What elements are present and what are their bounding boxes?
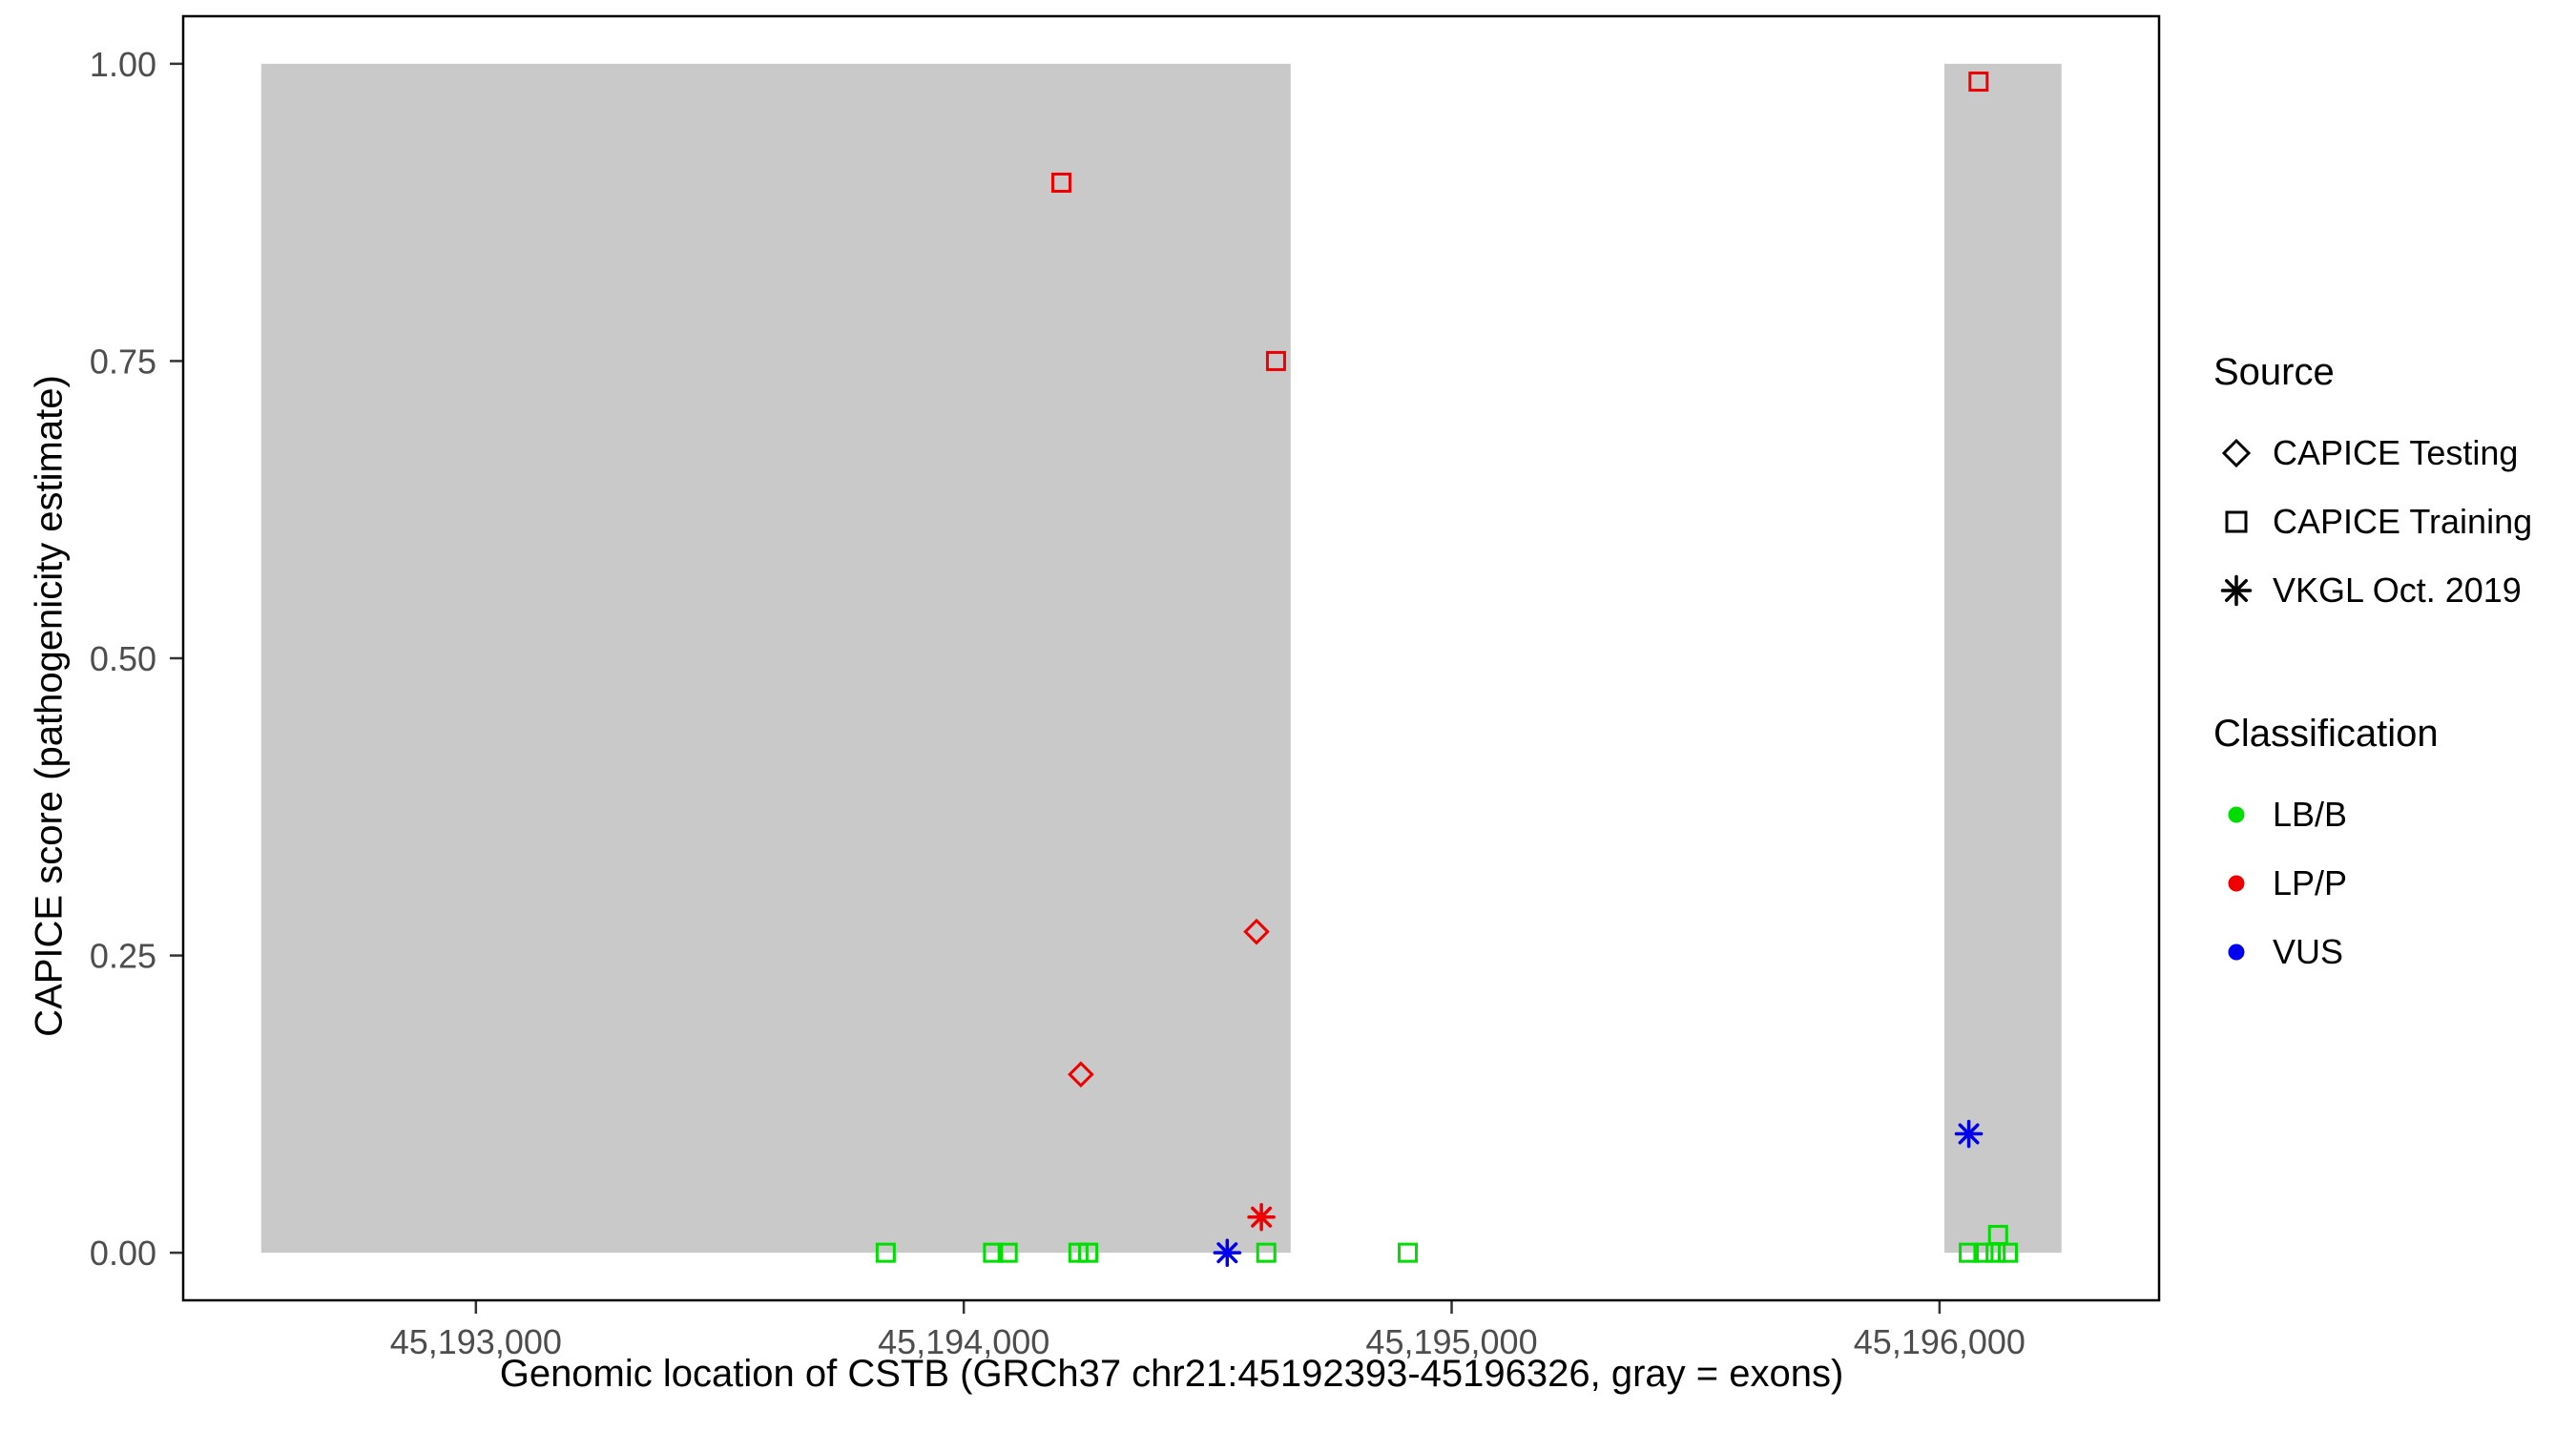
data-point — [997, 1242, 1018, 1263]
circle-icon — [2228, 944, 2245, 961]
exon-regions — [260, 63, 2062, 1254]
data-point — [1954, 1119, 1984, 1149]
data-point — [1050, 172, 1071, 193]
legend-group-classification: Classification LB/B LP/P VUS — [2213, 713, 2532, 986]
asterisk-icon — [2220, 574, 2253, 607]
circle-icon — [2228, 806, 2245, 823]
legend-label: VKGL Oct. 2019 — [2273, 570, 2522, 610]
data-point — [1968, 72, 1989, 93]
data-point — [983, 1242, 1004, 1263]
y-axis: 0.00 0.25 0.50 0.75 1.00 — [90, 45, 183, 1273]
y-tick-label: 0.50 — [90, 639, 156, 678]
y-tick-label: 0.75 — [90, 342, 156, 381]
x-tick-label: 45,196,000 — [1854, 1322, 2025, 1361]
x-tick-label: 45,193,000 — [390, 1322, 562, 1361]
legend-title-source: Source — [2213, 351, 2335, 393]
legend-title-classification: Classification — [2213, 713, 2439, 755]
legend-item-lb-b: LB/B — [2213, 780, 2532, 849]
square-open-icon — [2225, 510, 2248, 533]
legend-label: VUS — [2273, 932, 2344, 971]
data-points — [875, 72, 2018, 1267]
data-point — [1243, 918, 1270, 945]
data-point — [1959, 1242, 1980, 1263]
legend-label: CAPICE Training — [2273, 502, 2533, 541]
legend-item-vus: VUS — [2213, 918, 2532, 986]
data-point — [1068, 1061, 1094, 1089]
exon-region — [1944, 63, 2062, 1254]
y-tick-label: 0.00 — [90, 1234, 156, 1273]
data-point — [1265, 350, 1286, 371]
data-point — [875, 1242, 896, 1263]
diamond-open-icon — [2221, 438, 2252, 468]
legend-group-source: Source CAPICE Testing CAPICE Training VKGL… — [2213, 351, 2532, 625]
x-axis-title: Genomic location of CSTB (GRCh37 chr21:4… — [499, 1353, 1844, 1395]
data-point — [1398, 1242, 1419, 1263]
data-point — [1973, 1242, 1994, 1263]
y-tick-label: 1.00 — [90, 45, 156, 84]
data-point — [1247, 1202, 1276, 1232]
legend-label: LP/P — [2273, 863, 2348, 902]
legend-label: CAPICE Testing — [2273, 433, 2519, 472]
data-point — [1078, 1242, 1099, 1263]
data-point — [1987, 1224, 2008, 1245]
legend-source-items: CAPICE Testing CAPICE Training VKGL Oct. 2… — [2213, 419, 2532, 625]
y-tick-label: 0.25 — [90, 937, 156, 976]
data-point — [1213, 1238, 1242, 1267]
circle-icon — [2228, 875, 2245, 892]
x-axis: 45,193,000 45,194,000 45,195,000 45,196,000 — [390, 1300, 2025, 1361]
legend: Source CAPICE Testing CAPICE Training VKGL… — [2213, 351, 2532, 986]
x-tick-label: 45,194,000 — [878, 1322, 1049, 1361]
legend-label: LB/B — [2273, 795, 2348, 834]
exon-region — [260, 63, 1291, 1254]
x-tick-label: 45,195,000 — [1365, 1322, 1537, 1361]
legend-item-capice-training: CAPICE Training — [2213, 487, 2532, 556]
legend-item-lp-p: LP/P — [2213, 849, 2532, 918]
legend-item-capice-testing: CAPICE Testing — [2213, 419, 2532, 487]
data-point — [1256, 1242, 1277, 1263]
plot-panel-border — [181, 14, 2161, 1302]
legend-item-vkgl-oct-2019: VKGL Oct. 2019 — [2213, 556, 2532, 625]
y-axis-title: CAPICE score (pathogenicity estimate) — [28, 375, 71, 1037]
legend-classification-items: LB/B LP/P VUS — [2213, 780, 2532, 986]
